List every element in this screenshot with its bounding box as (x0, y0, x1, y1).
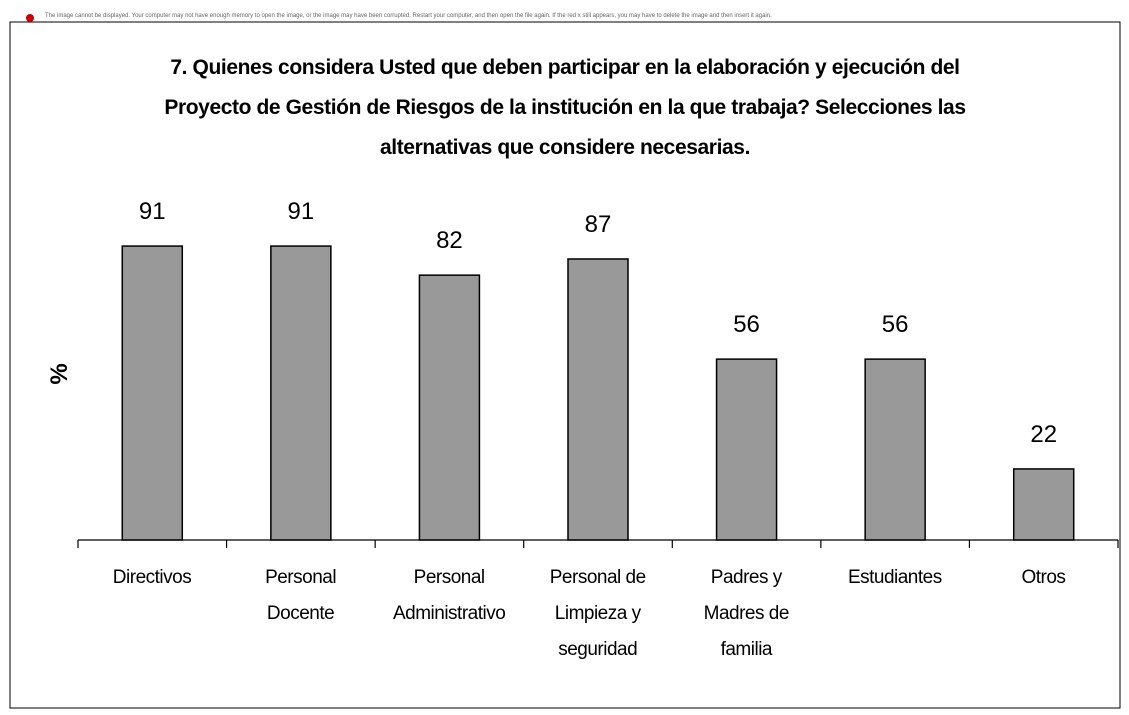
bar (715, 358, 778, 541)
bar (121, 245, 184, 541)
broken-image-icon (26, 14, 34, 22)
x-tick-label: Directivos (112, 567, 192, 588)
value-label: 56 (881, 311, 909, 339)
bar (567, 258, 629, 541)
bar (1012, 468, 1075, 541)
value-label: 91 (287, 198, 315, 226)
value-label: 87 (584, 210, 612, 238)
bar (270, 245, 332, 541)
x-tick-label: Personal Docente (265, 567, 337, 624)
chart-title: 7. Quienes considera Usted que deben par… (164, 56, 966, 159)
bar (864, 358, 926, 541)
value-label: 56 (733, 311, 760, 339)
x-tick-label: Estudiantes (847, 567, 942, 588)
x-tick-label: Personal Administrativo (392, 567, 506, 624)
value-label: 82 (436, 227, 463, 255)
x-tick-label: Personal de Limpieza y seguridad (549, 567, 646, 660)
x-tick-label: Otros (1021, 567, 1066, 588)
notice: The image cannot be displayed. Your comp… (45, 13, 772, 19)
bar (418, 274, 481, 541)
value-label: 22 (1030, 420, 1058, 448)
x-tick-label: Padres y Madres de familia (703, 567, 790, 660)
y-axis-label: % (46, 363, 73, 385)
frame (9, 21, 1121, 709)
value-label: 91 (138, 198, 166, 226)
